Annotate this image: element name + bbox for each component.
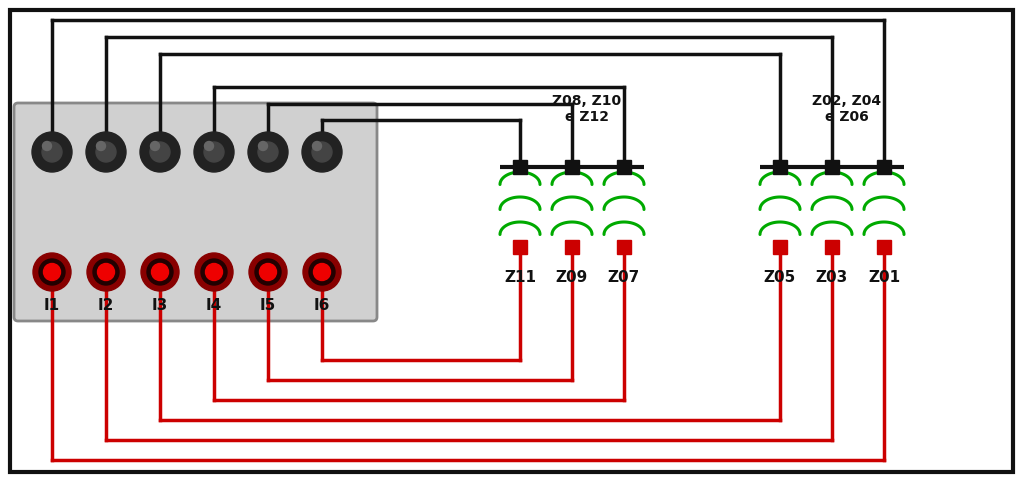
Text: Z07: Z07 bbox=[608, 270, 640, 285]
Circle shape bbox=[313, 264, 330, 281]
Circle shape bbox=[302, 132, 342, 172]
Bar bbox=[877, 240, 891, 254]
Bar bbox=[825, 240, 839, 254]
Text: Z01: Z01 bbox=[868, 270, 900, 285]
Bar bbox=[617, 160, 631, 174]
Circle shape bbox=[255, 259, 281, 285]
Circle shape bbox=[96, 142, 105, 150]
Text: Z08, Z10
e Z12: Z08, Z10 e Z12 bbox=[552, 94, 622, 124]
Circle shape bbox=[248, 132, 288, 172]
Text: Z02, Z04
e Z06: Z02, Z04 e Z06 bbox=[812, 94, 882, 124]
Text: Z03: Z03 bbox=[816, 270, 848, 285]
Circle shape bbox=[259, 142, 267, 150]
Circle shape bbox=[86, 132, 126, 172]
Circle shape bbox=[260, 264, 276, 281]
Bar bbox=[617, 240, 631, 254]
Circle shape bbox=[309, 259, 335, 285]
Text: I5: I5 bbox=[260, 298, 276, 313]
Text: I6: I6 bbox=[314, 298, 330, 313]
Circle shape bbox=[150, 142, 170, 162]
Circle shape bbox=[249, 253, 287, 291]
Circle shape bbox=[194, 132, 234, 172]
Bar bbox=[565, 240, 579, 254]
Circle shape bbox=[150, 142, 160, 150]
Circle shape bbox=[303, 253, 341, 291]
Circle shape bbox=[87, 253, 125, 291]
Circle shape bbox=[151, 264, 169, 281]
Circle shape bbox=[195, 253, 233, 291]
Circle shape bbox=[312, 142, 321, 150]
Circle shape bbox=[312, 142, 332, 162]
Bar bbox=[773, 240, 787, 254]
Circle shape bbox=[147, 259, 173, 285]
Bar bbox=[877, 160, 891, 174]
Circle shape bbox=[44, 264, 60, 281]
Bar bbox=[513, 240, 527, 254]
Bar bbox=[773, 160, 787, 174]
Circle shape bbox=[39, 259, 65, 285]
Circle shape bbox=[201, 259, 227, 285]
Circle shape bbox=[43, 142, 51, 150]
Text: I2: I2 bbox=[98, 298, 115, 313]
Circle shape bbox=[205, 142, 214, 150]
Text: Z05: Z05 bbox=[764, 270, 796, 285]
Circle shape bbox=[32, 132, 72, 172]
Circle shape bbox=[204, 142, 224, 162]
Circle shape bbox=[97, 264, 115, 281]
Circle shape bbox=[96, 142, 116, 162]
Circle shape bbox=[141, 253, 179, 291]
Circle shape bbox=[258, 142, 278, 162]
Text: I1: I1 bbox=[44, 298, 60, 313]
Circle shape bbox=[93, 259, 119, 285]
Circle shape bbox=[140, 132, 180, 172]
Circle shape bbox=[206, 264, 222, 281]
Bar bbox=[825, 160, 839, 174]
Text: Z11: Z11 bbox=[504, 270, 536, 285]
Bar bbox=[513, 160, 527, 174]
Circle shape bbox=[33, 253, 71, 291]
Circle shape bbox=[42, 142, 62, 162]
Text: I3: I3 bbox=[151, 298, 168, 313]
Text: I4: I4 bbox=[206, 298, 222, 313]
Bar bbox=[565, 160, 579, 174]
Text: Z09: Z09 bbox=[555, 270, 588, 285]
FancyBboxPatch shape bbox=[14, 103, 377, 321]
